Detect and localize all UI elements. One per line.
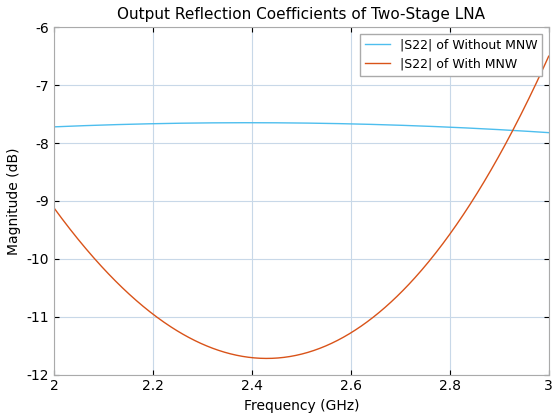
|S22| of With MNW: [457, 216, 464, 221]
|S22| of Without MNW: [319, 121, 326, 126]
|S22| of With MNW: [50, 205, 57, 210]
|S22| of Without MNW: [534, 129, 541, 134]
|S22| of Without MNW: [346, 121, 353, 126]
X-axis label: Frequency (GHz): Frequency (GHz): [244, 399, 359, 413]
|S22| of With MNW: [319, 345, 326, 350]
|S22| of With MNW: [290, 354, 296, 359]
Y-axis label: Magnitude (dB): Magnitude (dB): [7, 147, 21, 255]
|S22| of With MNW: [346, 331, 353, 336]
|S22| of With MNW: [534, 77, 541, 82]
|S22| of With MNW: [264, 356, 270, 361]
Legend: |S22| of Without MNW, |S22| of With MNW: |S22| of Without MNW, |S22| of With MNW: [360, 34, 543, 76]
Line: |S22| of With MNW: |S22| of With MNW: [54, 56, 549, 358]
|S22| of With MNW: [545, 54, 552, 59]
Title: Output Reflection Coefficients of Two-Stage LNA: Output Reflection Coefficients of Two-St…: [118, 7, 486, 22]
|S22| of Without MNW: [50, 124, 57, 129]
|S22| of With MNW: [287, 354, 293, 359]
|S22| of Without MNW: [287, 121, 293, 126]
|S22| of Without MNW: [245, 120, 251, 125]
Line: |S22| of Without MNW: |S22| of Without MNW: [54, 123, 549, 133]
|S22| of Without MNW: [290, 121, 296, 126]
|S22| of Without MNW: [457, 125, 464, 130]
|S22| of Without MNW: [545, 130, 552, 135]
